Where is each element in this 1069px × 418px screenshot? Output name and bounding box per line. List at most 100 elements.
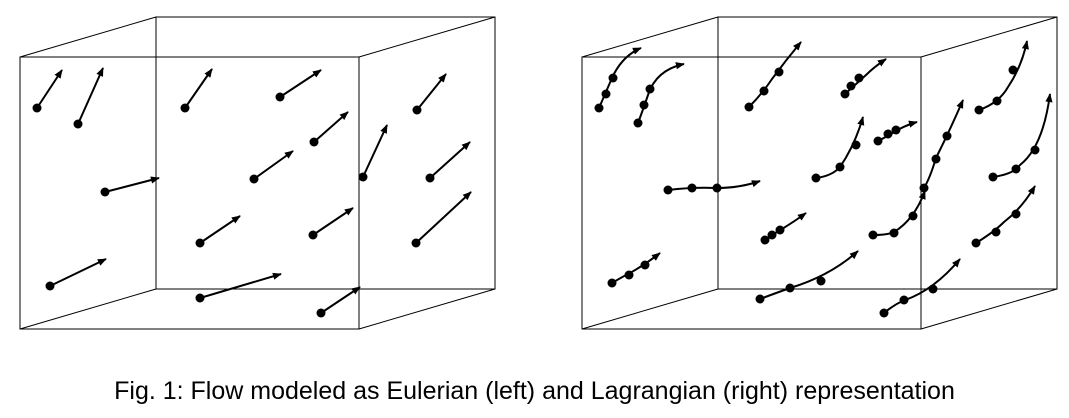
vector-shaft (49, 258, 107, 287)
velocity-vector (180, 68, 213, 113)
particle-position (851, 140, 861, 150)
pathline-curve (748, 41, 802, 108)
particle-position (785, 283, 795, 293)
sample-point (309, 137, 319, 147)
particle-position (607, 278, 617, 288)
particle-position (640, 260, 650, 270)
pathline-curve (978, 40, 1029, 111)
vector-shaft (184, 68, 213, 109)
velocity-vector (100, 176, 160, 197)
particle-position (991, 227, 1001, 237)
velocity-vector (309, 111, 349, 147)
particle-pathline (755, 250, 859, 304)
particle-position (639, 100, 649, 110)
vector-shaft (416, 73, 447, 111)
sample-point (73, 119, 83, 129)
vector-shaft (199, 215, 241, 244)
particle-position (712, 183, 722, 193)
pathline-curve (637, 62, 685, 124)
particle-position (942, 131, 952, 141)
vector-shaft (36, 69, 63, 109)
velocity-vector (195, 215, 241, 248)
particle-position (663, 185, 673, 195)
particle-pathline (594, 47, 642, 113)
particle-position (1011, 164, 1021, 174)
particle-position (846, 81, 856, 91)
particle-position (811, 173, 821, 183)
particle-position (755, 294, 765, 304)
velocity-vector (45, 258, 107, 291)
particle-pathline (744, 41, 802, 112)
particle-position (873, 136, 883, 146)
pathline-curve (611, 252, 661, 284)
particle-pathline (974, 40, 1029, 115)
particle-position (971, 238, 981, 248)
particle-pathline (760, 212, 807, 245)
vector-shaft (253, 150, 294, 180)
pathline-curve (923, 99, 964, 189)
sample-point (275, 92, 285, 102)
velocity-vector (425, 141, 471, 183)
figure-caption: Fig. 1: Flow modeled as Eulerian (left) … (114, 377, 955, 405)
particle-position (744, 102, 754, 112)
particle-position (608, 73, 618, 83)
vector-shaft (429, 141, 471, 179)
sample-point (425, 173, 435, 183)
lagrangian-panel (581, 16, 1058, 330)
vector-shaft (362, 124, 388, 178)
particle-position (899, 295, 909, 305)
particle-position (928, 284, 938, 294)
vector-shaft (199, 272, 282, 299)
particle-position (645, 84, 655, 94)
particle-position (992, 96, 1002, 106)
vector-shaft (104, 176, 160, 193)
particle-pathline (879, 258, 961, 318)
pathline-curve (992, 93, 1053, 178)
particle-pathline (868, 190, 926, 240)
sample-point (308, 230, 318, 240)
particle-position (767, 230, 777, 240)
particle-position (816, 276, 826, 286)
particle-position (891, 125, 901, 135)
velocity-vector (412, 73, 447, 115)
particle-position (601, 89, 611, 99)
sample-point (412, 105, 422, 115)
sample-point (358, 172, 368, 182)
particle-position (774, 67, 784, 77)
vector-shaft (320, 286, 361, 314)
sample-point (180, 103, 190, 113)
particle-pathline (811, 116, 865, 183)
particle-position (988, 172, 998, 182)
particle-position (854, 73, 864, 83)
particle-pathline (840, 58, 887, 99)
velocity-vector (316, 286, 361, 318)
velocity-vector (308, 207, 354, 240)
velocity-vector (249, 150, 294, 184)
vector-shaft (312, 207, 354, 236)
pathline-curve (883, 258, 961, 314)
particle-position (760, 235, 770, 245)
particle-pathline (919, 99, 964, 193)
particle-position (883, 129, 893, 139)
sample-point (316, 308, 326, 318)
sample-point (195, 293, 205, 303)
particle-position (868, 230, 878, 240)
particle-position (889, 228, 899, 238)
particle-position (624, 270, 634, 280)
particle-position (931, 154, 941, 164)
particle-pathline (607, 252, 661, 288)
sample-point (100, 187, 110, 197)
sample-point (411, 238, 421, 248)
velocity-vector (275, 69, 322, 102)
particle-pathline (988, 93, 1053, 182)
sample-point (32, 103, 42, 113)
particle-pathline (663, 180, 761, 195)
particle-position (594, 103, 604, 113)
vector-shaft (415, 191, 472, 244)
particle-position (1030, 145, 1040, 155)
velocity-vector (358, 124, 388, 182)
vector-shaft (279, 69, 322, 98)
sample-point (45, 281, 55, 291)
velocity-vector (411, 191, 472, 248)
